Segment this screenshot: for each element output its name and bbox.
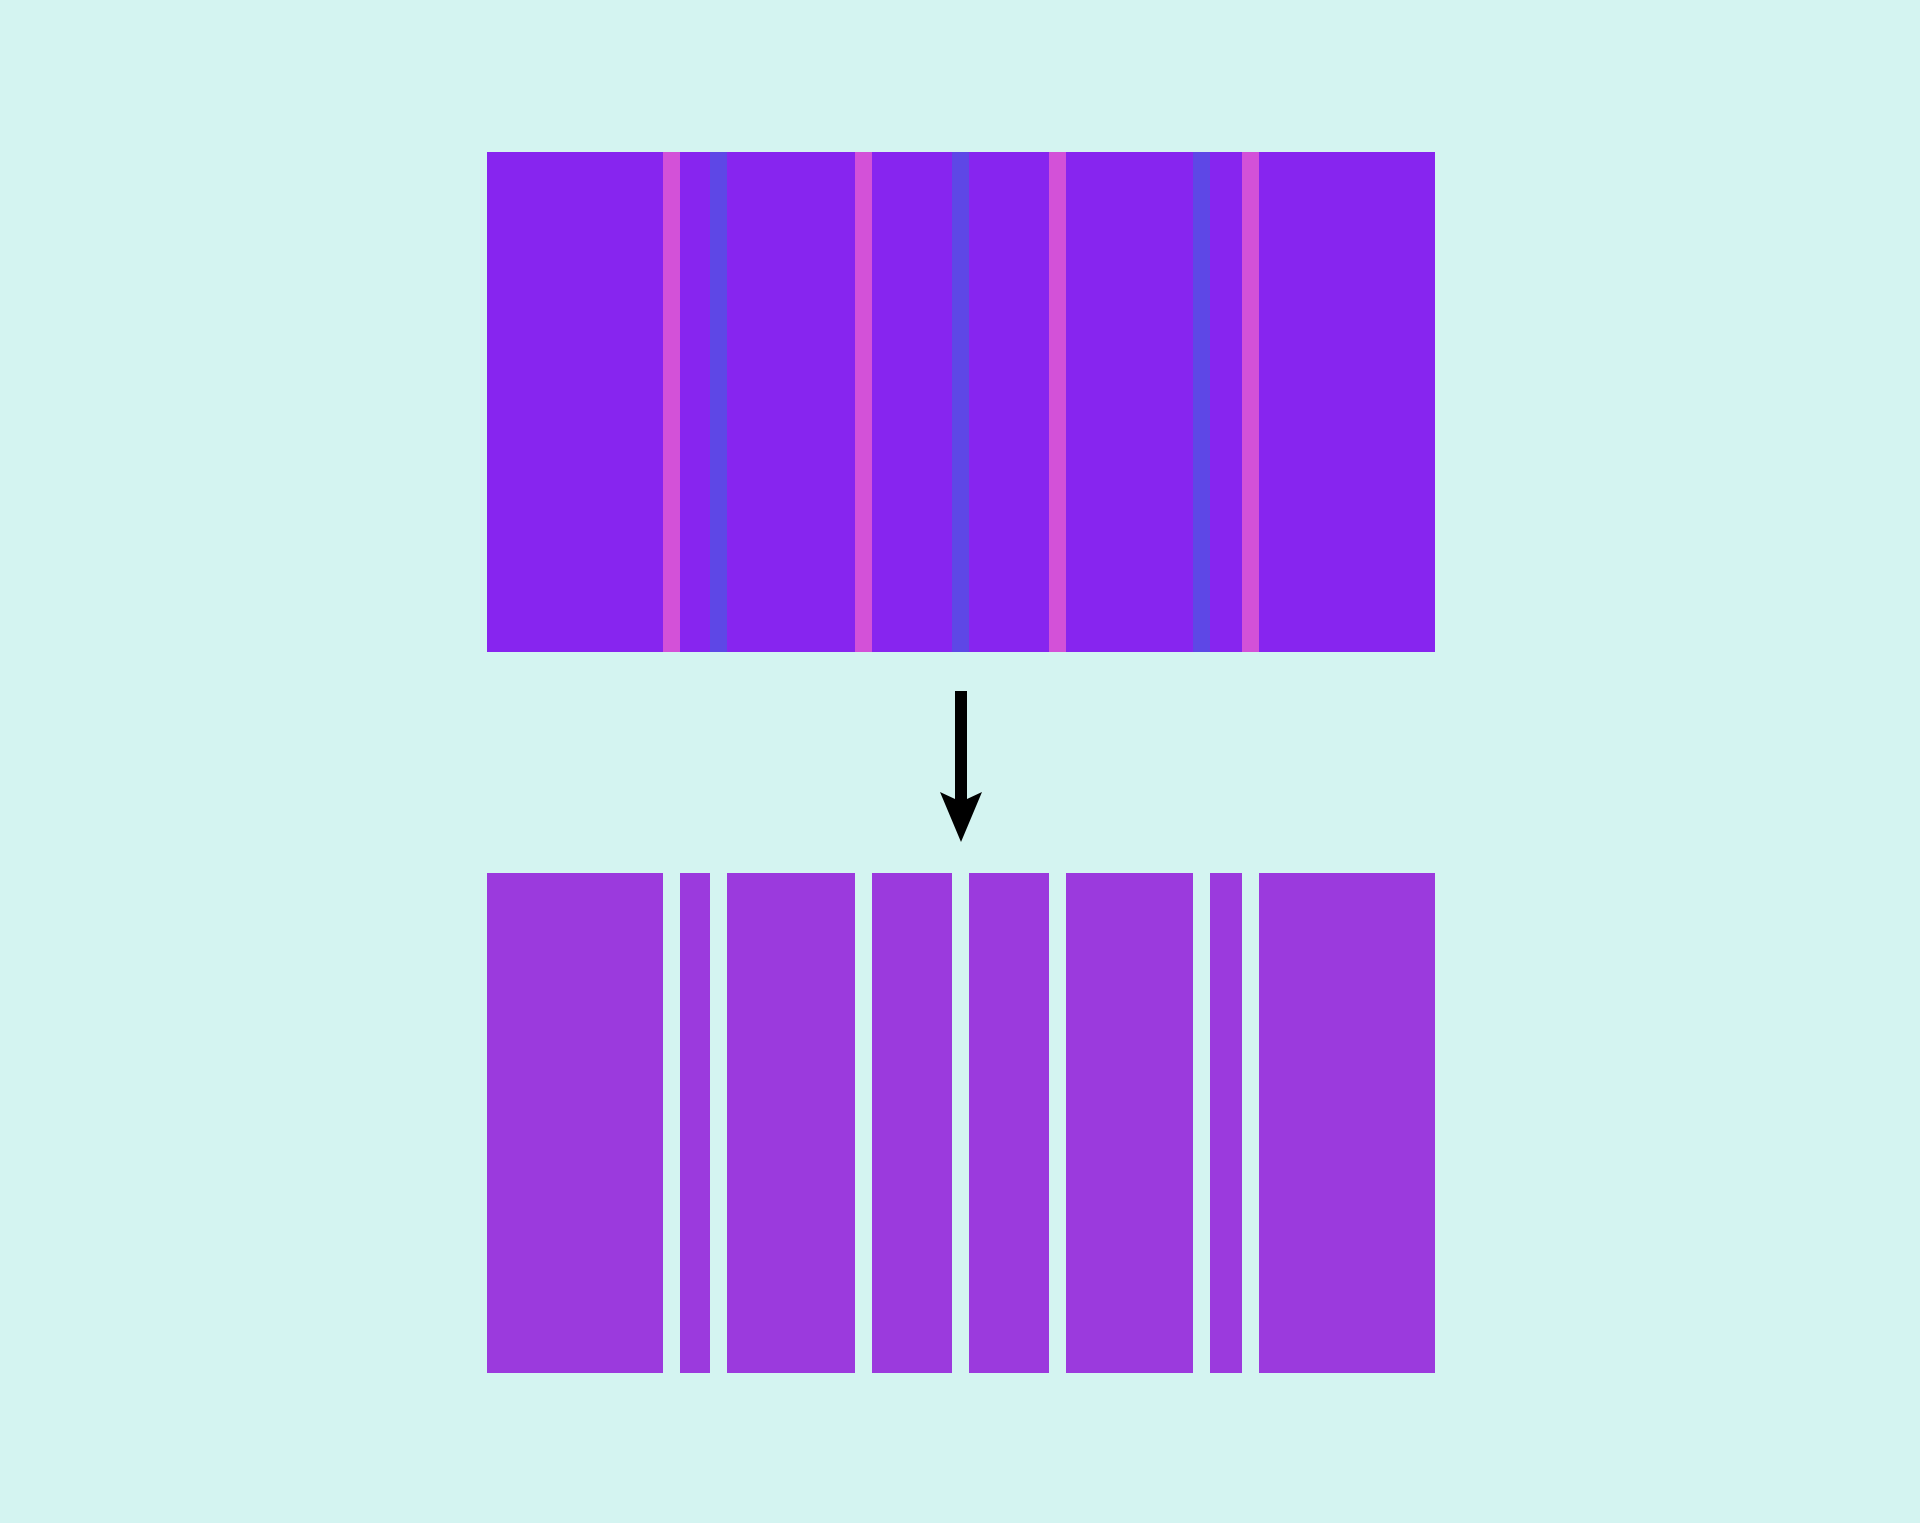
- cut-line-blue: [1193, 152, 1210, 652]
- down-arrow-icon: [940, 691, 982, 842]
- strip: [969, 873, 1049, 1373]
- arrow-head: [940, 792, 982, 842]
- cut-line-pink: [1049, 152, 1066, 652]
- strip: [872, 873, 952, 1373]
- strip: [727, 873, 855, 1373]
- strip: [680, 873, 710, 1373]
- cut-line-pink: [1242, 152, 1259, 652]
- cut-line-blue: [952, 152, 969, 652]
- cut-line-pink: [855, 152, 872, 652]
- strip: [1210, 873, 1242, 1373]
- strip: [487, 873, 663, 1373]
- strip: [1259, 873, 1435, 1373]
- cut-line-pink: [663, 152, 680, 652]
- arrow-shaft: [955, 691, 967, 799]
- bottom-cut-strips: [487, 873, 1435, 1373]
- cut-line-blue: [710, 152, 727, 652]
- strip: [1066, 873, 1193, 1373]
- top-sheet-with-cut-lines: [487, 152, 1435, 652]
